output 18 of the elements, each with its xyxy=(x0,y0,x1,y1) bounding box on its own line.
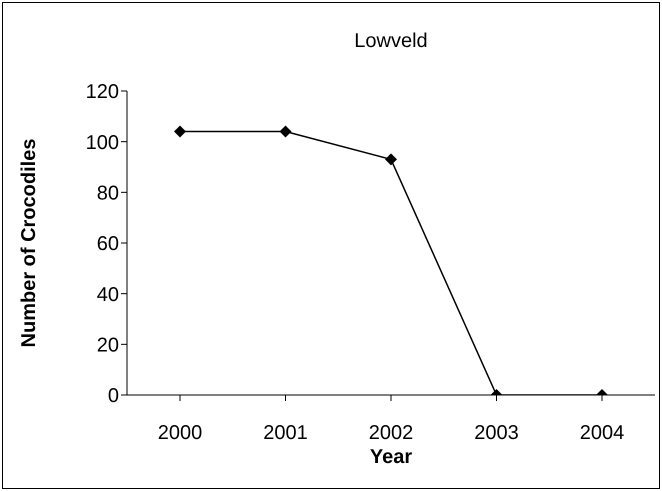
y-tick-label: 120 xyxy=(86,81,119,104)
y-tick-label: 60 xyxy=(96,233,119,256)
y-tick-label: 0 xyxy=(108,385,119,408)
x-tick-label: 2002 xyxy=(368,422,414,444)
point xyxy=(385,153,397,166)
y-tick-label: 40 xyxy=(96,284,119,306)
chart-title: Lowveld xyxy=(353,30,429,53)
x-tick-label: 2000 xyxy=(158,422,202,444)
y-tick-label: 80 xyxy=(96,182,119,204)
y-axis-title: Number of Crocodiles xyxy=(18,138,40,348)
x-axis-title: Year xyxy=(370,446,412,468)
point xyxy=(280,126,292,138)
x-tick-label: 2003 xyxy=(474,422,519,444)
y-tick-label: 20 xyxy=(96,334,119,356)
y-tick-label: 100 xyxy=(86,132,119,154)
x-tick-label: 2001 xyxy=(263,422,308,444)
point xyxy=(174,126,186,138)
x-tick-label: 2004 xyxy=(580,422,624,444)
